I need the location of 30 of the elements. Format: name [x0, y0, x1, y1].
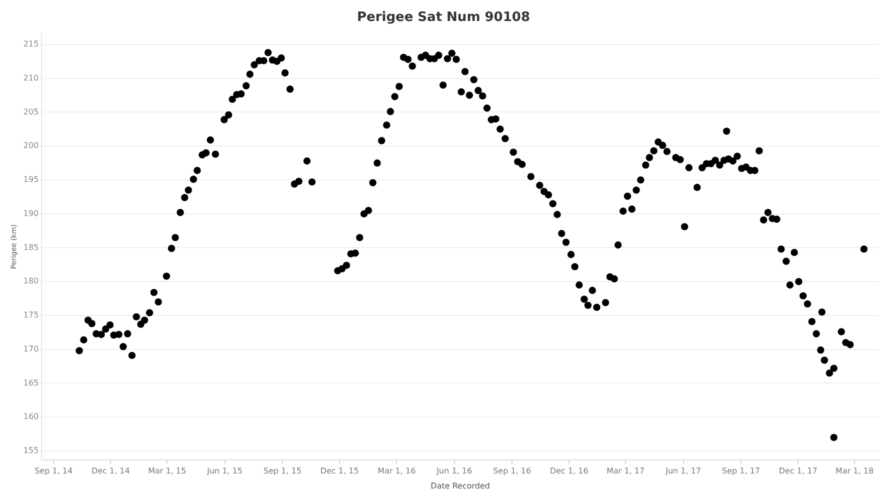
y-tick-label: 160	[23, 412, 39, 422]
y-tick-label: 180	[23, 276, 39, 286]
y-tick-label: 205	[23, 107, 39, 116]
x-tick-label: Sep 1, 15	[264, 466, 302, 476]
y-tick-label: 155	[23, 446, 39, 456]
x-tick-label: Dec 1, 16	[550, 466, 588, 476]
x-tick-label: Dec 1, 15	[320, 466, 359, 476]
x-tick-label: Jun 1, 16	[436, 466, 472, 476]
x-tick-label: Dec 1, 17	[778, 466, 818, 476]
y-tick-label: 165	[23, 378, 39, 388]
x-axis-title: Date Recorded	[430, 481, 490, 490]
chart-title: Perigee Sat Num 90108	[357, 10, 530, 26]
y-tick-label: 170	[23, 344, 39, 354]
x-tick-label: Jun 1, 15	[206, 466, 243, 476]
x-tick-label: Sep 1, 14	[34, 466, 73, 476]
x-tick-label: Mar 1, 17	[606, 466, 645, 476]
y-tick-label: 175	[23, 310, 39, 320]
y-tick-label: 210	[23, 73, 39, 82]
x-tick-label: Sep 1, 16	[493, 466, 532, 476]
y-tick-label: 215	[23, 40, 39, 49]
x-tick-label: Mar 1, 15	[148, 466, 186, 476]
x-tick-label: Mar 1, 18	[836, 466, 874, 476]
x-tick-label: Dec 1, 14	[91, 466, 130, 476]
y-tick-label: 195	[23, 175, 39, 184]
y-tick-label: 190	[23, 208, 39, 218]
y-tick-label: 200	[23, 141, 39, 150]
x-tick-label: Jun 1, 17	[664, 466, 702, 476]
x-tick-label: Mar 1, 16	[378, 466, 416, 476]
y-tick-label: 185	[23, 242, 39, 252]
x-tick-label: Sep 1, 17	[722, 466, 760, 476]
